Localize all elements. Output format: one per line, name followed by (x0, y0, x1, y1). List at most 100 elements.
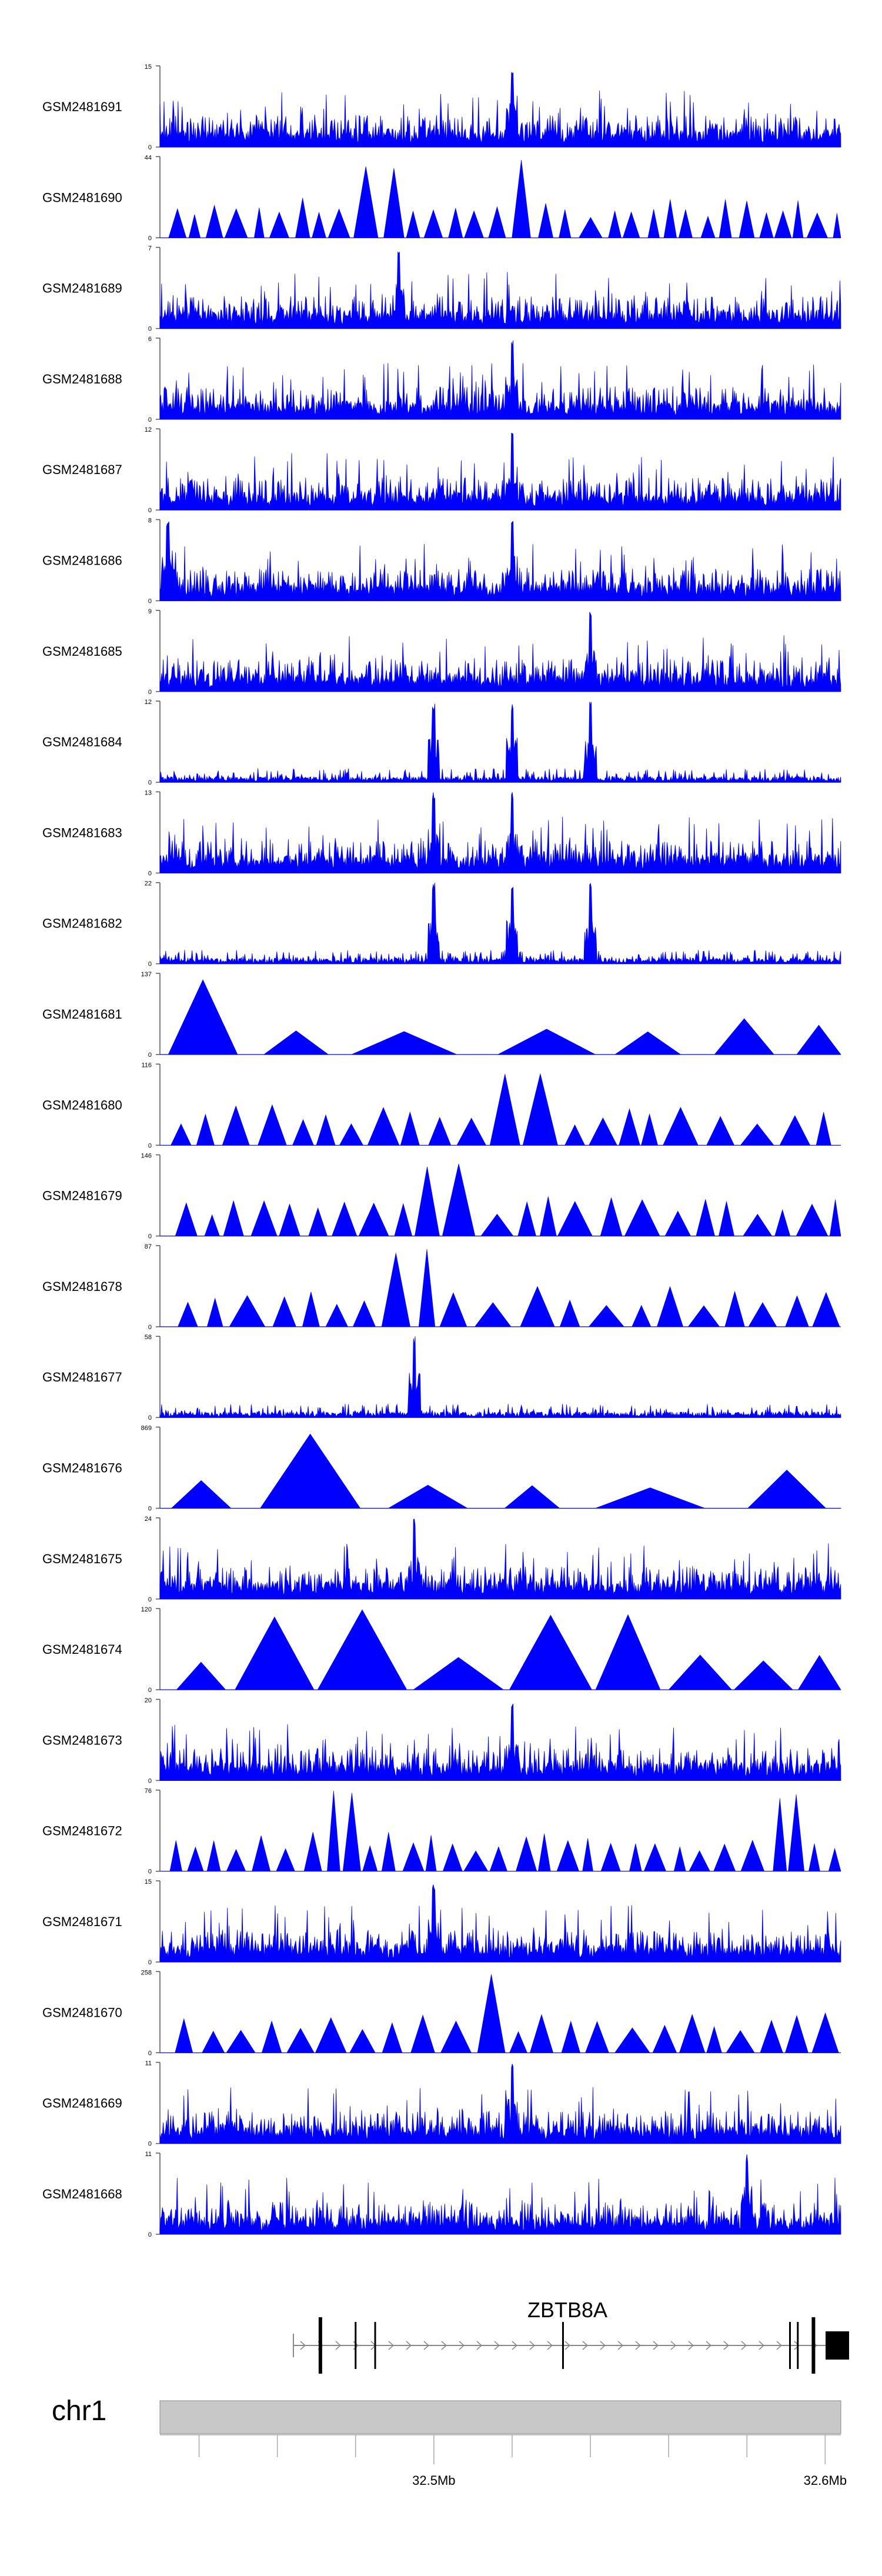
exon (826, 2331, 850, 2360)
y-tick-label-max: 12 (145, 426, 152, 433)
y-tick-label-max: 15 (145, 1878, 152, 1886)
y-tick-label-max: 9 (148, 608, 152, 615)
chromosome-track: chr1 32.5Mb 32.6Mb (52, 2395, 847, 2488)
strand-arrow (300, 2341, 306, 2350)
strand-arrow (459, 2341, 465, 2350)
y-tick-label-min: 0 (148, 689, 152, 696)
track-GSM2481683: GSM2481683 13 0 (42, 789, 841, 877)
strand-arrow (635, 2341, 642, 2350)
track-label: GSM2481690 (42, 190, 122, 205)
signal-area (159, 612, 841, 692)
track-GSM2481682: GSM2481682 22 0 (42, 880, 841, 968)
y-tick-label-min: 0 (148, 1868, 152, 1876)
track-label: GSM2481675 (42, 1551, 122, 1566)
strand-arrow (335, 2341, 342, 2350)
track-GSM2481672: GSM2481672 76 0 (42, 1788, 841, 1876)
y-tick-label-min: 0 (148, 961, 152, 968)
track-GSM2481685: GSM2481685 9 0 (42, 608, 841, 696)
track-GSM2481678: GSM2481678 87 0 (42, 1243, 841, 1331)
strand-arrow (670, 2341, 677, 2350)
x-tick-label: 32.5Mb (412, 2473, 455, 2488)
y-tick-label-min: 0 (148, 1777, 152, 1784)
track-label: GSM2481676 (42, 1461, 122, 1476)
track-GSM2481668: GSM2481668 11 0 (42, 2151, 841, 2238)
strand-arrow (723, 2341, 730, 2350)
strand-arrow (494, 2341, 500, 2350)
track-label: GSM2481687 (42, 462, 122, 477)
gene-track: ZBTB8A (292, 2298, 850, 2374)
exon (562, 2322, 564, 2369)
exon (811, 2317, 816, 2374)
signal-area (159, 520, 841, 601)
strand-arrow (600, 2341, 606, 2350)
track-GSM2481690: GSM2481690 44 0 (42, 154, 841, 242)
signal-area (160, 1433, 841, 1509)
track-label: GSM2481671 (42, 1914, 122, 1929)
y-tick-label-max: 7 (148, 245, 152, 252)
signal-area (159, 2064, 841, 2144)
signal-area (159, 1336, 841, 1418)
track-GSM2481671: GSM2481671 15 0 (42, 1878, 841, 1966)
signal-area (160, 1609, 841, 1690)
track-GSM2481680: GSM2481680 116 0 (42, 1062, 841, 1149)
signal-area (160, 1974, 841, 2053)
track-label: GSM2481678 (42, 1279, 122, 1294)
exon (318, 2317, 322, 2374)
signal-area (160, 1163, 841, 1236)
gene-model (292, 2317, 850, 2374)
track-GSM2481689: GSM2481689 7 0 (42, 245, 841, 333)
strand-arrow (794, 2341, 800, 2350)
signal-area (159, 702, 841, 783)
track-GSM2481674: GSM2481674 120 0 (42, 1606, 841, 1694)
x-tick-label: 32.6Mb (804, 2473, 847, 2488)
track-label: GSM2481684 (42, 735, 122, 749)
strand-arrow (441, 2341, 447, 2350)
y-tick-label-min: 0 (148, 507, 152, 514)
track-GSM2481677: GSM2481677 58 0 (42, 1334, 841, 1422)
track-label: GSM2481683 (42, 825, 122, 840)
exon (797, 2322, 799, 2369)
track-GSM2481679: GSM2481679 146 0 (42, 1153, 841, 1240)
track-GSM2481676: GSM2481676 869 0 (42, 1425, 841, 1513)
y-tick-label-max: 13 (145, 789, 152, 796)
track-GSM2481681: GSM2481681 137 0 (42, 971, 841, 1059)
track-label: GSM2481680 (42, 1097, 122, 1112)
y-tick-label-max: 116 (141, 1062, 152, 1069)
exon (355, 2322, 357, 2369)
y-tick-label-min: 0 (148, 1324, 152, 1331)
y-tick-label-max: 6 (148, 336, 152, 343)
y-tick-label-min: 0 (148, 326, 152, 333)
y-tick-label-min: 0 (148, 1052, 152, 1059)
y-tick-label-max: 58 (145, 1334, 152, 1341)
y-tick-label-min: 0 (148, 2231, 152, 2238)
signal-area (159, 2154, 841, 2235)
track-GSM2481688: GSM2481688 6 0 (42, 336, 841, 423)
track-label: GSM2481672 (42, 1824, 122, 1838)
strand-arrow (617, 2341, 624, 2350)
track-GSM2481684: GSM2481684 12 0 (42, 699, 841, 786)
track-GSM2481673: GSM2481673 20 0 (42, 1697, 841, 1784)
signal-area (159, 1519, 841, 1600)
genomic-axis: 32.5Mb 32.6Mb (160, 2434, 847, 2488)
y-tick-label-max: 15 (145, 64, 152, 71)
y-tick-label-min: 0 (148, 1414, 152, 1422)
track-label: GSM2481673 (42, 1733, 122, 1747)
track-label: GSM2481685 (42, 644, 122, 659)
signal-area (159, 251, 841, 329)
signal-area (159, 1884, 841, 1963)
chromosome-ideogram (159, 2400, 841, 2434)
strand-arrow (741, 2341, 747, 2350)
strand-arrow (706, 2341, 712, 2350)
strand-arrow (688, 2341, 694, 2350)
signal-area (160, 1790, 841, 1871)
chromosome-label: chr1 (52, 2395, 106, 2427)
y-tick-label-max: 146 (141, 1153, 152, 1160)
signal-area (160, 159, 841, 238)
strand-arrow (776, 2341, 783, 2350)
exon (789, 2322, 791, 2369)
y-tick-label-max: 22 (145, 880, 152, 887)
exon (374, 2322, 376, 2369)
y-tick-label-max: 44 (145, 154, 152, 161)
track-GSM2481687: GSM2481687 12 0 (42, 426, 841, 514)
strand-arrow (476, 2341, 483, 2350)
